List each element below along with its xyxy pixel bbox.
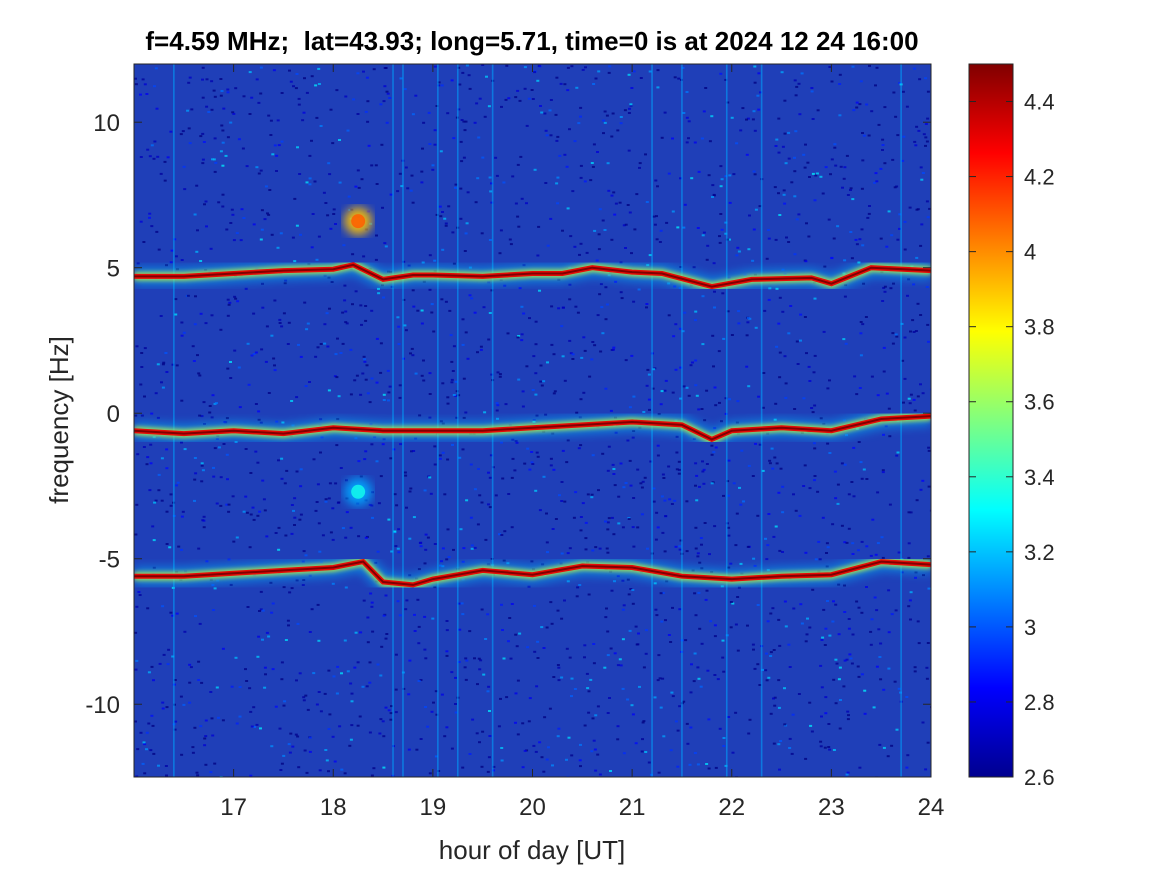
plot-area [134, 64, 931, 777]
x-axis: 17 18 19 20 21 22 23 24 [220, 64, 944, 821]
x-axis-label: hour of day [UT] [439, 835, 625, 865]
chart-title: f=4.59 MHz; lat=43.93; long=5.71, time=0… [145, 26, 919, 56]
trace-upper [134, 263, 931, 288]
x-tick-label-22: 22 [718, 794, 745, 821]
colorbar [969, 64, 1013, 777]
x-tick-label-23: 23 [818, 794, 845, 821]
x-tick-label-19: 19 [420, 794, 447, 821]
y-tick-label--5: -5 [99, 547, 120, 574]
colorbar-tick-label-4: 3.4 [1024, 465, 1055, 490]
colorbar-tick-label-5: 3.6 [1024, 390, 1055, 415]
y-tick-label-10: 10 [93, 110, 120, 137]
x-tick-label-17: 17 [220, 794, 247, 821]
colorbar-tick-label-2: 3 [1024, 615, 1036, 640]
colorbar-tick-label-9: 4.4 [1024, 90, 1055, 115]
colorbar-tick-label-1: 2.8 [1024, 690, 1055, 715]
trace-center [134, 415, 931, 441]
y-tick-label--10: -10 [85, 692, 120, 719]
colorbar-tick-label-6: 3.8 [1024, 315, 1055, 340]
y-tick-label-0: 0 [107, 401, 120, 428]
x-tick-label-18: 18 [320, 794, 347, 821]
colorbar-ticks: 2.6 2.8 3 3.2 3.4 3.6 3.8 4 4.2 4.4 [969, 90, 1055, 790]
y-axis: -10 -5 0 5 10 [85, 110, 931, 719]
colorbar-tick-label-7: 4 [1024, 240, 1036, 265]
x-tick-label-21: 21 [619, 794, 646, 821]
x-tick-label-24: 24 [918, 794, 945, 821]
y-axis-label: frequency [Hz] [44, 336, 74, 504]
colorbar-tick-label-8: 4.2 [1024, 165, 1055, 190]
colorbar-tick-label-3: 3.2 [1024, 540, 1055, 565]
trace-lower [134, 560, 931, 586]
colorbar-tick-label-0: 2.6 [1024, 765, 1055, 790]
y-tick-label-5: 5 [107, 256, 120, 283]
colorbar-frame [968, 63, 1014, 778]
x-tick-label-20: 20 [519, 794, 546, 821]
